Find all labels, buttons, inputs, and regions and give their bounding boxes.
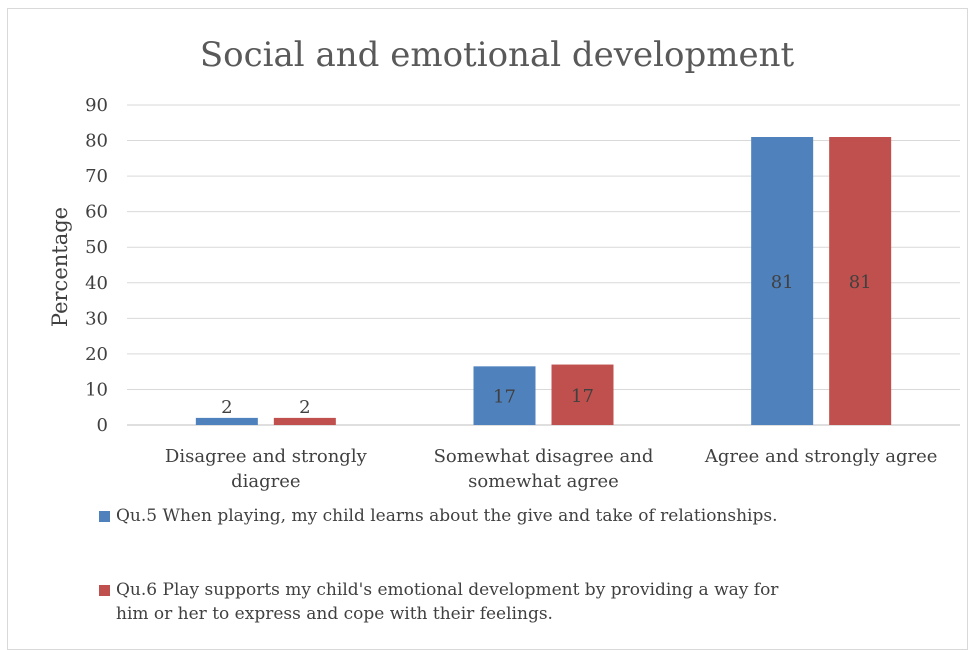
- y-tick-label-70: 70: [85, 166, 108, 187]
- bar-series1-cat1: [195, 417, 258, 425]
- data-label-series2-cat3: 81: [849, 272, 872, 293]
- legend-item-qu6: Qu.6 Play supports my child's emotional …: [99, 578, 819, 628]
- y-tick-labels: 0 10 20 30 40 50 60 70 80 90: [85, 95, 108, 436]
- legend-swatch-qu6: [99, 585, 110, 596]
- legend-swatch-qu5: [99, 511, 110, 522]
- data-label-series2-cat2: 17: [571, 386, 594, 407]
- x-tick-label-1-line-2: diagree: [231, 471, 300, 492]
- legend-item-qu5: Qu.5 When playing, my child learns about…: [99, 504, 819, 530]
- y-tick-label-50: 50: [85, 237, 108, 258]
- y-tick-label-10: 10: [85, 379, 108, 400]
- y-tick-label-80: 80: [85, 131, 108, 152]
- x-tick-label-2-line-2: somewhat agree: [468, 471, 619, 492]
- y-tick-label-60: 60: [85, 202, 108, 223]
- legend-label-qu6-line-2: him or her to express and cope with thei…: [116, 604, 553, 624]
- y-axis-label: Percentage: [48, 207, 72, 327]
- bar-series2-cat1: [273, 417, 336, 425]
- legend-label-qu6: Qu.6 Play supports my child's emotional …: [116, 578, 816, 626]
- bar-series2-cat3: [829, 137, 892, 425]
- legend-label-qu5: Qu.5 When playing, my child learns about…: [116, 506, 778, 526]
- y-tick-label-90: 90: [85, 95, 108, 116]
- data-label-series1-cat1: 2: [221, 397, 232, 418]
- y-tick-label-20: 20: [85, 344, 108, 365]
- data-label-series1-cat3: 81: [771, 272, 794, 293]
- gridlines: [127, 104, 960, 426]
- chart-title: Social and emotional development: [200, 35, 795, 75]
- bar-series1-cat2: [473, 366, 536, 425]
- bar-series2-cat2: [551, 364, 614, 425]
- y-tick-label-0: 0: [97, 415, 108, 436]
- bar-series1-cat3: [751, 137, 814, 425]
- y-tick-label-30: 30: [85, 308, 108, 329]
- bar-chart: Social and emotional development Percent…: [48, 35, 960, 492]
- data-label-series2-cat1: 2: [299, 397, 310, 418]
- x-tick-label-1-line-1: Disagree and strongly: [165, 446, 368, 467]
- x-tick-label-2-line-1: Somewhat disagree and: [434, 446, 654, 467]
- bars: 2 2 17 17 81 81: [195, 137, 892, 425]
- y-tick-label-40: 40: [85, 273, 108, 294]
- data-label-series1-cat2: 17: [493, 387, 516, 408]
- x-tick-label-3-line-1: Agree and strongly agree: [704, 446, 938, 467]
- legend-label-qu6-line-1: Qu.6 Play supports my child's emotional …: [116, 580, 779, 600]
- x-tick-labels: Disagree and strongly diagree Somewhat dis…: [165, 446, 938, 492]
